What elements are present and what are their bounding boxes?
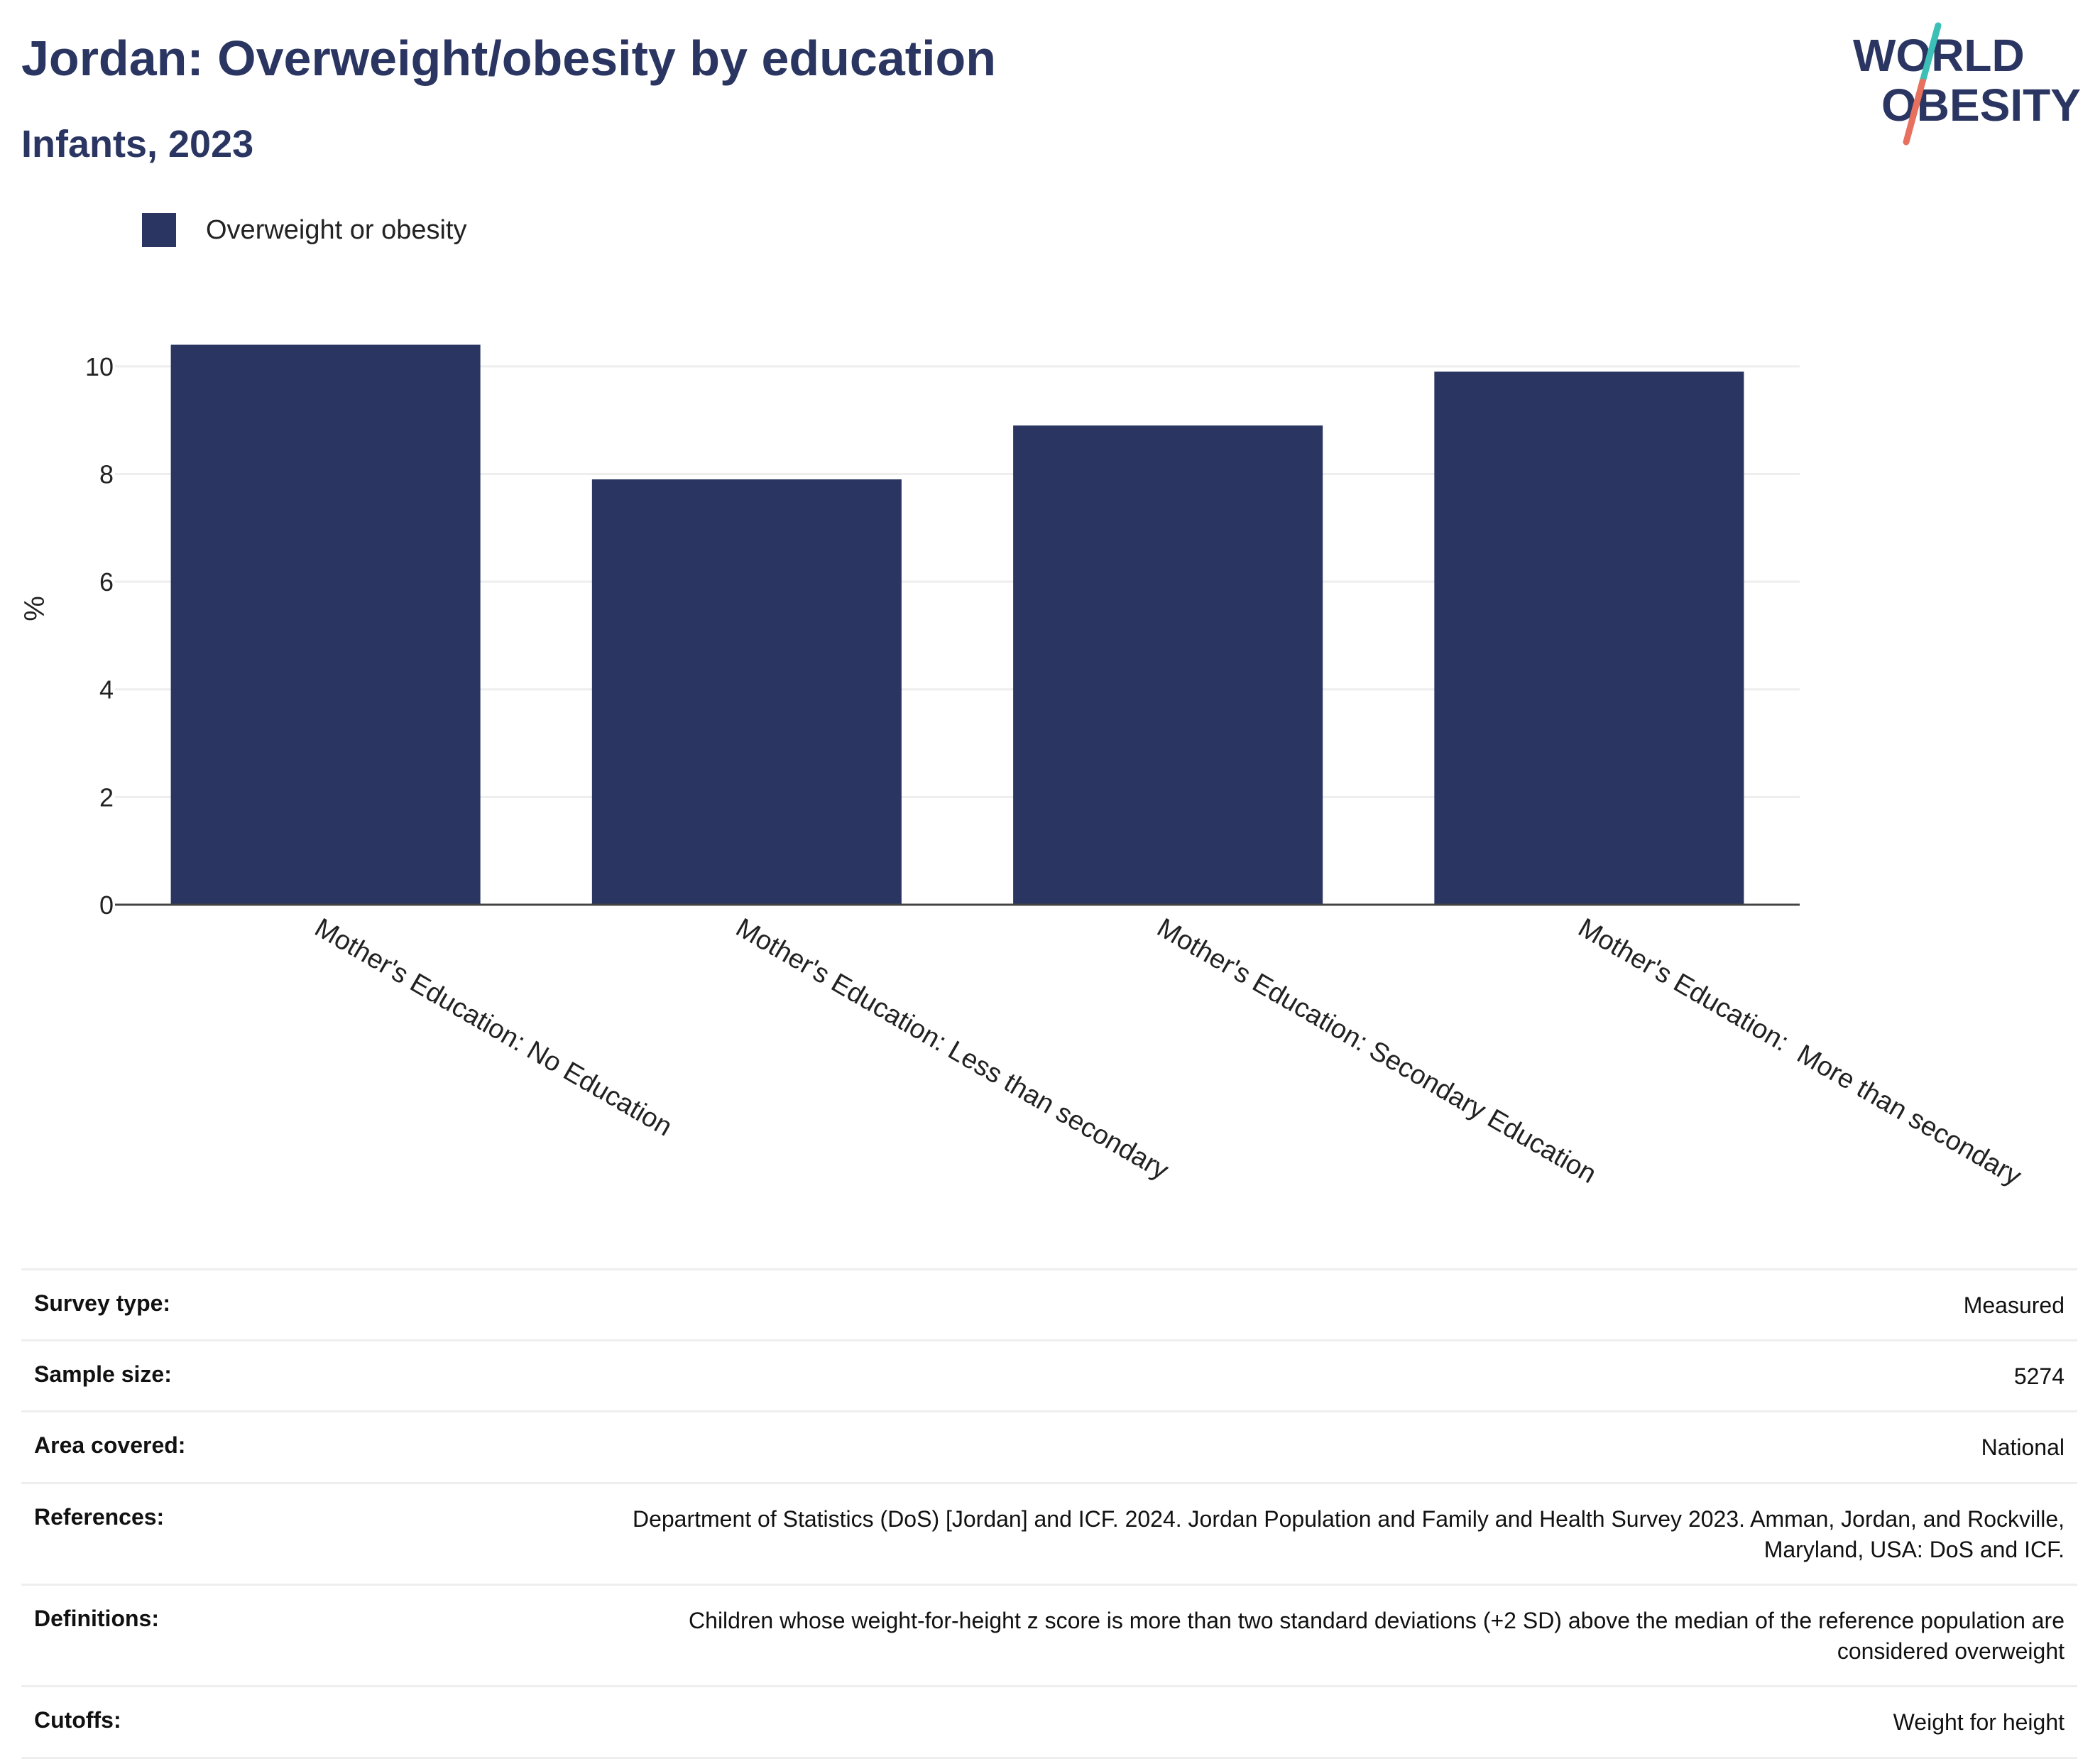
bar (1013, 425, 1323, 905)
bar (170, 344, 481, 905)
survey-metadata-table: Survey type: Measured Sample size: 5274 Area… (21, 1268, 2077, 1759)
y-tick-label: 10 (85, 352, 114, 381)
logo-slash-top (1919, 22, 1942, 85)
x-tick-label: Mother's Education: More than secondary (1573, 913, 2026, 1192)
world-obesity-logo: WORLD OBESITY (1853, 22, 2081, 146)
bar (1434, 371, 1744, 905)
x-tick-label: Mother's Education: No Education (310, 913, 677, 1142)
x-tick-label: Mother's Education: Less than secondary (731, 913, 1174, 1185)
legend-swatch (142, 213, 176, 247)
bar-chart: 0 2 4 6 8 10% Mother's Education: No Education… (19, 344, 2026, 1192)
meta-row: Survey type: Measured (21, 1268, 2077, 1339)
chart-subtitle: Infants, 2023 (21, 123, 254, 165)
legend-label: Overweight or obesity (206, 214, 467, 245)
meta-key: Cutoffs: (34, 1707, 121, 1733)
bar (591, 479, 902, 905)
y-tick-label: 6 (99, 567, 114, 597)
y-tick-label: 8 (99, 459, 114, 489)
meta-key: Area covered: (34, 1432, 186, 1459)
meta-value: Children whose weight-for-height z score… (689, 1607, 2065, 1665)
meta-key: Survey type: (34, 1290, 171, 1316)
meta-value: 5274 (2013, 1363, 2065, 1390)
y-tick-label: 0 (99, 891, 114, 920)
meta-row: Cutoffs: Weight for height (21, 1685, 2077, 1759)
meta-value: Measured (1963, 1292, 2065, 1318)
x-tick-label: Mother's Education: Secondary Education (1152, 913, 1602, 1189)
meta-row: References: Department of Statistics (DoS… (21, 1481, 2077, 1584)
chart-title: Jordan: Overweight/obesity by education (21, 31, 997, 86)
chart-legend[interactable]: Overweight or obesity (142, 213, 467, 247)
meta-value: Department of Statistics (DoS) [Jordan] … (632, 1505, 2065, 1562)
meta-value: Weight for height (1893, 1709, 2065, 1736)
logo-slash-bottom (1903, 78, 1926, 146)
meta-key: References: (34, 1503, 165, 1530)
y-tick-label: 2 (99, 783, 114, 812)
logo-text-world: WORLD (1853, 30, 2025, 81)
meta-key: Definitions: (34, 1605, 159, 1631)
y-axis-title: % (19, 596, 50, 621)
meta-row: Area covered: National (21, 1410, 2077, 1481)
meta-key: Sample size: (34, 1361, 172, 1388)
meta-value: National (1981, 1434, 2065, 1461)
meta-row: Definitions: Children whose weight-for-he… (21, 1583, 2077, 1685)
y-tick-label: 4 (99, 675, 114, 704)
meta-row: Sample size: 5274 (21, 1339, 2077, 1410)
